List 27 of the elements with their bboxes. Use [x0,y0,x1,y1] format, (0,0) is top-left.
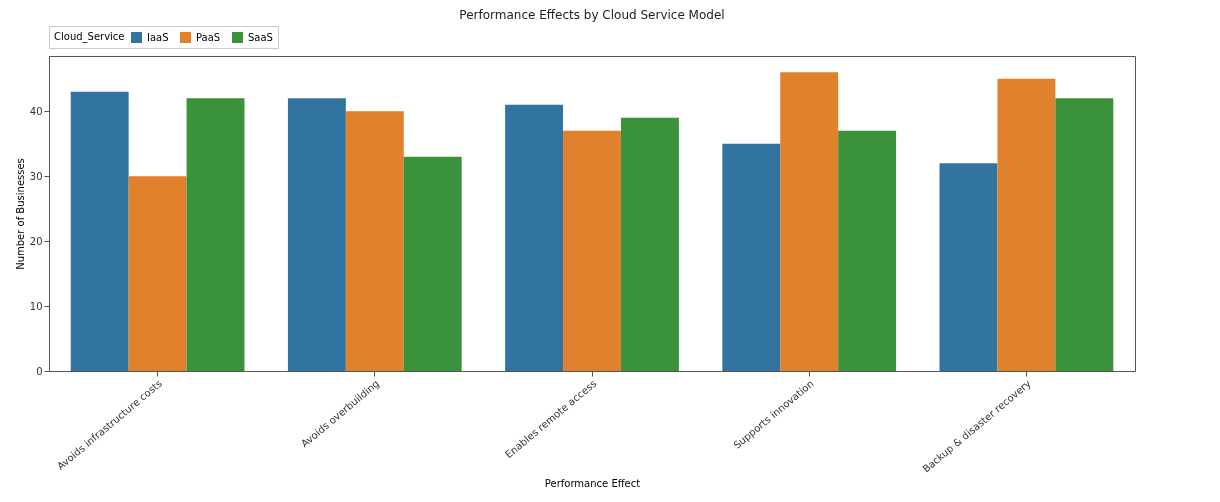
bar [345,111,404,371]
legend-title: Cloud_Service [54,31,125,43]
y-tick-label: 20 [29,235,43,247]
legend-label: SaaS [248,31,273,43]
chart-title: Performance Effects by Cloud Service Model [459,7,725,22]
bar [1055,98,1114,371]
bar [997,78,1056,371]
y-axis-title: Number of Businesses [14,158,26,270]
bar [287,98,346,371]
bar [505,104,564,371]
y-tick-label: 30 [29,170,43,182]
y-tick-label: 0 [36,365,43,377]
legend-label: PaaS [196,31,221,43]
legend-label: IaaS [147,31,169,43]
bar [939,163,998,371]
bar [70,91,129,371]
bar [563,130,621,371]
bar [620,117,679,371]
bar [186,98,245,371]
bar [722,143,781,371]
y-tick-label: 40 [29,105,43,117]
y-tick-label: 10 [29,300,43,312]
bar [838,130,897,371]
bar [403,156,462,371]
x-axis-title: Performance Effect [544,477,641,489]
bar [128,176,187,371]
bar [780,72,839,371]
